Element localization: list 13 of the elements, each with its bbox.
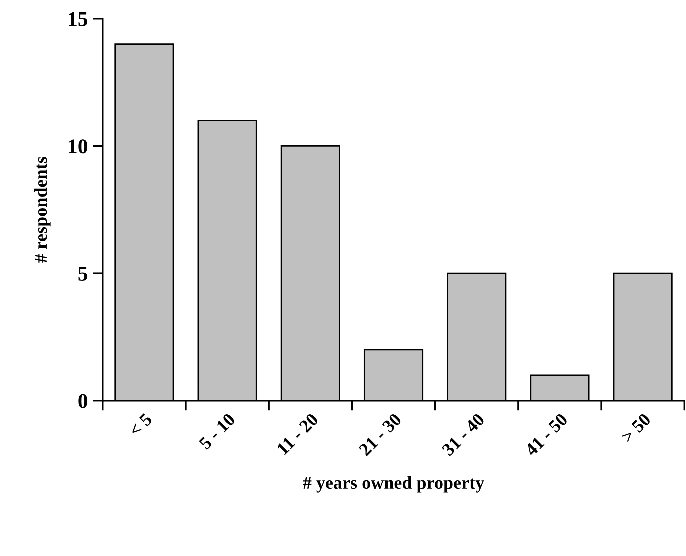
x-tick-label: > 50 <box>620 412 652 444</box>
x-tick-label: 5 - 10 <box>198 412 236 450</box>
y-axis-title: # respondents <box>34 157 51 263</box>
y-tick-label: 0 <box>78 394 88 408</box>
y-tick-label: 10 <box>69 140 88 154</box>
x-tick-label: 31 - 40 <box>442 412 486 457</box>
y-tick-label: 15 <box>69 12 88 26</box>
x-tick-label: 11 - 20 <box>276 412 320 456</box>
y-tick-label: 5 <box>78 267 88 281</box>
x-tick-label: < 5 <box>128 412 153 438</box>
x-axis-title: # years owned property <box>303 476 484 493</box>
x-tick-label: 41 - 50 <box>524 412 568 457</box>
x-tick-label: 21 - 30 <box>358 412 402 457</box>
